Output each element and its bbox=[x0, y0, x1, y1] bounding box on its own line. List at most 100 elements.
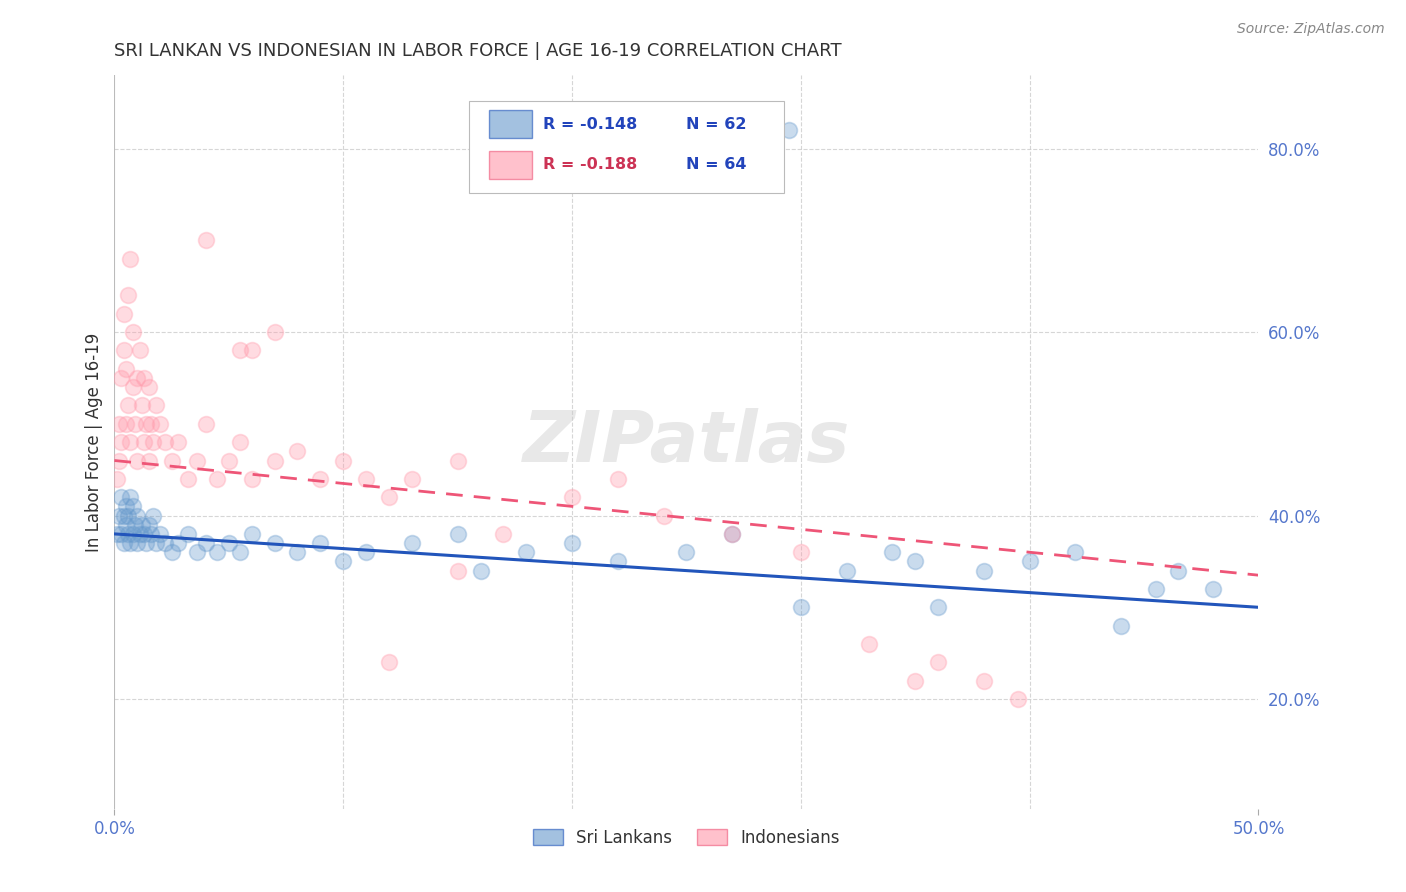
Point bbox=[127, 536, 149, 550]
Point bbox=[121, 500, 143, 514]
Point bbox=[401, 472, 423, 486]
Point bbox=[1167, 564, 1189, 578]
Point bbox=[134, 435, 156, 450]
Text: N = 64: N = 64 bbox=[686, 157, 747, 172]
Point bbox=[138, 453, 160, 467]
Point bbox=[240, 343, 263, 358]
Point bbox=[194, 417, 217, 431]
Point bbox=[287, 444, 309, 458]
Point bbox=[139, 527, 162, 541]
Point bbox=[378, 656, 401, 670]
Point bbox=[229, 545, 252, 559]
Point bbox=[229, 343, 252, 358]
Point bbox=[263, 536, 285, 550]
Point bbox=[561, 536, 583, 550]
Point bbox=[139, 417, 162, 431]
Point bbox=[131, 399, 153, 413]
Point bbox=[134, 371, 156, 385]
Point bbox=[115, 417, 138, 431]
Point bbox=[121, 527, 143, 541]
Point bbox=[492, 527, 515, 541]
Point bbox=[354, 545, 377, 559]
Point bbox=[153, 435, 176, 450]
Point bbox=[790, 600, 813, 615]
Point bbox=[675, 545, 697, 559]
Point bbox=[115, 361, 138, 376]
Point bbox=[124, 517, 146, 532]
Point bbox=[309, 536, 332, 550]
Point bbox=[606, 472, 628, 486]
Point bbox=[134, 527, 156, 541]
Point bbox=[117, 399, 139, 413]
Point bbox=[207, 545, 229, 559]
Point bbox=[149, 417, 172, 431]
Point bbox=[115, 500, 138, 514]
Point bbox=[127, 453, 149, 467]
Point bbox=[135, 417, 157, 431]
Point bbox=[1109, 618, 1132, 632]
Point bbox=[138, 517, 160, 532]
Point bbox=[112, 536, 135, 550]
Point bbox=[927, 600, 949, 615]
Point bbox=[1064, 545, 1087, 559]
Text: R = -0.148: R = -0.148 bbox=[544, 117, 638, 132]
Point bbox=[110, 527, 132, 541]
Point bbox=[240, 527, 263, 541]
Point bbox=[263, 453, 285, 467]
Point bbox=[108, 417, 131, 431]
Point bbox=[124, 417, 146, 431]
Point bbox=[470, 564, 492, 578]
Point bbox=[105, 472, 128, 486]
Point bbox=[160, 453, 183, 467]
Point bbox=[973, 564, 995, 578]
Point bbox=[927, 656, 949, 670]
Point bbox=[176, 527, 198, 541]
Point bbox=[108, 508, 131, 523]
Point bbox=[112, 307, 135, 321]
Point bbox=[194, 536, 217, 550]
Point bbox=[1202, 582, 1225, 596]
Point bbox=[378, 490, 401, 504]
Point bbox=[117, 527, 139, 541]
Point bbox=[240, 472, 263, 486]
Point bbox=[790, 545, 813, 559]
Point bbox=[1007, 692, 1029, 706]
Point bbox=[135, 536, 157, 550]
Point bbox=[149, 527, 172, 541]
Point bbox=[721, 527, 744, 541]
Point bbox=[332, 453, 354, 467]
Text: N = 62: N = 62 bbox=[686, 117, 747, 132]
Point bbox=[145, 399, 167, 413]
Point bbox=[207, 472, 229, 486]
Point bbox=[105, 527, 128, 541]
Point bbox=[127, 508, 149, 523]
Point bbox=[110, 435, 132, 450]
Point bbox=[904, 554, 927, 568]
Point bbox=[446, 453, 468, 467]
Text: Source: ZipAtlas.com: Source: ZipAtlas.com bbox=[1237, 22, 1385, 37]
Point bbox=[115, 517, 138, 532]
Point bbox=[446, 564, 468, 578]
Point bbox=[121, 380, 143, 394]
Point bbox=[973, 673, 995, 688]
Point bbox=[160, 545, 183, 559]
Point bbox=[167, 536, 190, 550]
Point bbox=[1144, 582, 1167, 596]
Point bbox=[309, 472, 332, 486]
Point bbox=[332, 554, 354, 568]
Y-axis label: In Labor Force | Age 16-19: In Labor Force | Age 16-19 bbox=[86, 333, 103, 552]
Point bbox=[117, 288, 139, 302]
Point bbox=[128, 527, 150, 541]
Point bbox=[652, 508, 675, 523]
Point bbox=[835, 564, 858, 578]
Point bbox=[176, 472, 198, 486]
Point bbox=[882, 545, 904, 559]
Point bbox=[778, 123, 800, 137]
Point bbox=[120, 490, 142, 504]
FancyBboxPatch shape bbox=[488, 111, 531, 138]
Point bbox=[194, 233, 217, 247]
Point bbox=[354, 472, 377, 486]
Point bbox=[108, 453, 131, 467]
Point bbox=[117, 508, 139, 523]
FancyBboxPatch shape bbox=[488, 151, 531, 178]
